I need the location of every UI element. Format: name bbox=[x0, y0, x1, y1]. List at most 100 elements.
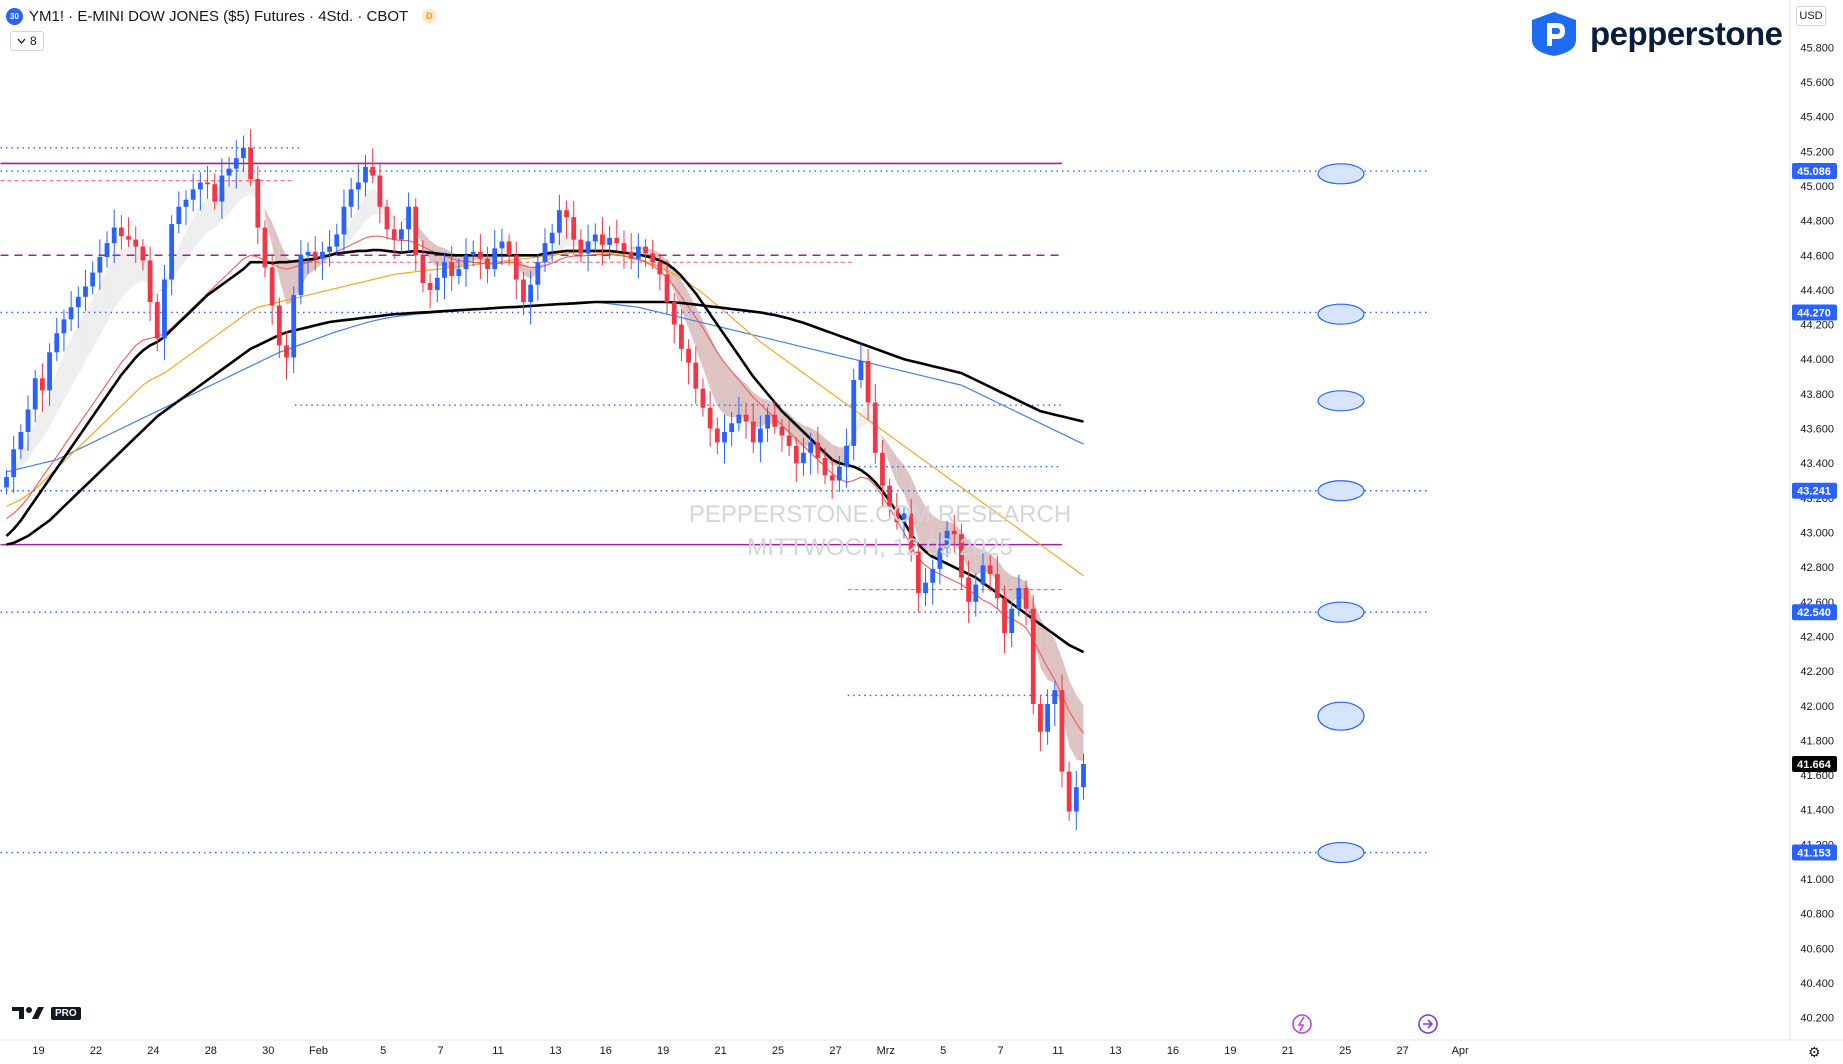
candle-145[interactable] bbox=[1045, 704, 1050, 732]
candle-47[interactable] bbox=[341, 206, 347, 235]
candle-27[interactable] bbox=[197, 182, 203, 190]
candle-77[interactable] bbox=[556, 210, 562, 233]
candle-31[interactable] bbox=[226, 168, 232, 176]
candle-17[interactable] bbox=[126, 236, 131, 240]
candle-21[interactable] bbox=[154, 302, 160, 339]
tradingview-logo[interactable]: PRO bbox=[12, 1005, 81, 1021]
candle-127[interactable] bbox=[915, 551, 921, 594]
candle-115[interactable] bbox=[829, 475, 835, 481]
alert-ellipse-0[interactable] bbox=[1317, 163, 1365, 185]
candle-108[interactable] bbox=[779, 426, 785, 436]
candle-89[interactable] bbox=[643, 246, 648, 254]
candle-101[interactable] bbox=[729, 423, 735, 432]
candle-12[interactable] bbox=[90, 272, 96, 287]
candle-118[interactable] bbox=[851, 380, 857, 446]
candle-66[interactable] bbox=[477, 251, 483, 259]
candle-62[interactable] bbox=[449, 262, 455, 277]
candle-48[interactable] bbox=[348, 189, 354, 207]
candle-117[interactable] bbox=[844, 445, 849, 467]
candle-6[interactable] bbox=[47, 352, 52, 391]
data-badge[interactable]: D bbox=[422, 9, 437, 23]
candle-131[interactable] bbox=[944, 530, 950, 549]
candle-110[interactable] bbox=[793, 445, 799, 464]
candle-9[interactable] bbox=[68, 307, 74, 320]
candle-16[interactable] bbox=[118, 227, 124, 237]
candle-130[interactable] bbox=[937, 548, 943, 569]
candle-65[interactable] bbox=[470, 251, 476, 256]
candle-20[interactable] bbox=[147, 260, 153, 303]
candle-81[interactable] bbox=[585, 241, 591, 254]
candle-74[interactable] bbox=[535, 262, 541, 285]
candle-125[interactable] bbox=[901, 513, 907, 523]
indicator-toggle[interactable]: 8 bbox=[10, 31, 44, 51]
candle-10[interactable] bbox=[75, 296, 81, 308]
candle-141[interactable] bbox=[1016, 587, 1022, 609]
candle-123[interactable] bbox=[887, 485, 893, 507]
candle-95[interactable] bbox=[686, 348, 691, 363]
candle-133[interactable] bbox=[959, 534, 964, 578]
candle-149[interactable] bbox=[1073, 787, 1079, 812]
candle-19[interactable] bbox=[140, 246, 146, 261]
candle-44[interactable] bbox=[320, 251, 325, 259]
candle-71[interactable] bbox=[513, 255, 519, 280]
candle-90[interactable] bbox=[650, 253, 656, 263]
candle-91[interactable] bbox=[657, 262, 663, 275]
candle-13[interactable] bbox=[97, 256, 103, 273]
candle-107[interactable] bbox=[772, 414, 778, 427]
candle-85[interactable] bbox=[614, 237, 620, 244]
candle-124[interactable] bbox=[894, 506, 900, 523]
candle-37[interactable] bbox=[269, 267, 275, 306]
price-label-2[interactable]: 43.241 bbox=[1797, 486, 1831, 498]
candle-139[interactable] bbox=[1002, 598, 1007, 633]
candle-35[interactable] bbox=[255, 179, 261, 228]
candle-79[interactable] bbox=[571, 217, 577, 240]
candle-30[interactable] bbox=[219, 175, 225, 202]
candle-39[interactable] bbox=[284, 345, 289, 358]
candle-63[interactable] bbox=[456, 269, 462, 277]
gear-icon[interactable]: ⚙ bbox=[1808, 1044, 1821, 1060]
candle-121[interactable] bbox=[872, 402, 878, 453]
candle-7[interactable] bbox=[54, 333, 60, 353]
lightning-icon[interactable] bbox=[1292, 1014, 1312, 1034]
candle-28[interactable] bbox=[205, 182, 210, 185]
candle-72[interactable] bbox=[521, 279, 526, 303]
alert-ellipse-6[interactable] bbox=[1317, 841, 1365, 864]
candle-138[interactable] bbox=[994, 574, 1000, 599]
candle-92[interactable] bbox=[664, 274, 670, 303]
candle-135[interactable] bbox=[973, 584, 979, 602]
candle-56[interactable] bbox=[406, 206, 411, 230]
price-label-0[interactable]: 45.086 bbox=[1797, 166, 1831, 178]
candle-98[interactable] bbox=[707, 407, 713, 429]
symbol-header[interactable]: 30 YM1! · E-MINI DOW JONES ($5) Futures … bbox=[6, 6, 437, 26]
candle-105[interactable] bbox=[758, 428, 763, 443]
price-label-5[interactable]: 41.153 bbox=[1797, 848, 1831, 860]
candle-0[interactable] bbox=[4, 477, 9, 488]
candle-38[interactable] bbox=[276, 305, 282, 346]
candle-112[interactable] bbox=[808, 442, 814, 453]
candle-136[interactable] bbox=[980, 565, 986, 585]
alert-ellipse-2[interactable] bbox=[1317, 390, 1365, 412]
ma-black-slow-line[interactable] bbox=[6, 300, 1084, 546]
candle-50[interactable] bbox=[363, 166, 368, 183]
price-label-4[interactable]: 41.664 bbox=[1797, 759, 1832, 771]
candle-88[interactable] bbox=[635, 246, 641, 259]
candle-143[interactable] bbox=[1030, 608, 1036, 705]
candle-55[interactable] bbox=[399, 229, 404, 240]
candle-59[interactable] bbox=[427, 282, 433, 290]
candle-25[interactable] bbox=[183, 199, 189, 207]
candle-36[interactable] bbox=[262, 227, 268, 268]
candle-111[interactable] bbox=[801, 452, 806, 464]
currency-selector[interactable]: USD bbox=[1796, 6, 1826, 26]
candle-46[interactable] bbox=[334, 234, 340, 247]
candle-60[interactable] bbox=[434, 277, 440, 290]
candle-128[interactable] bbox=[923, 582, 928, 594]
price-label-3[interactable]: 42.540 bbox=[1797, 607, 1831, 619]
candle-148[interactable] bbox=[1066, 771, 1072, 812]
candle-54[interactable] bbox=[391, 229, 397, 240]
candle-32[interactable] bbox=[233, 158, 239, 169]
candle-126[interactable] bbox=[908, 513, 914, 552]
candle-100[interactable] bbox=[722, 432, 727, 443]
candle-78[interactable] bbox=[564, 210, 569, 218]
candle-76[interactable] bbox=[549, 232, 555, 244]
